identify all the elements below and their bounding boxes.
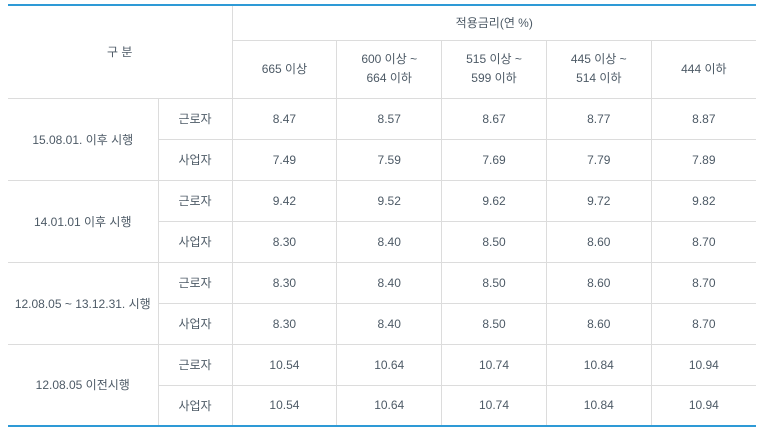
category-header: 구 분 — [8, 4, 233, 99]
rate-cell: 8.77 — [545, 97, 652, 140]
rate-cell: 10.94 — [650, 384, 756, 427]
rate-cell: 10.54 — [231, 384, 338, 427]
rate-cell: 10.84 — [545, 384, 652, 427]
rate-cell: 8.70 — [650, 220, 756, 263]
subject-type-cell: 사업자 — [158, 138, 233, 181]
rate-cell: 8.30 — [231, 220, 338, 263]
rate-cell: 9.72 — [545, 179, 652, 222]
period-cell: 14.01.01 이후 시행 — [8, 179, 159, 263]
rate-cell: 8.60 — [545, 220, 652, 263]
rate-cell: 9.52 — [336, 179, 443, 222]
rate-cell: 8.50 — [441, 220, 547, 263]
table-row: 14.01.01 이후 시행 근로자 9.42 9.52 9.62 9.72 9… — [8, 179, 756, 263]
rate-cell: 9.82 — [650, 179, 756, 222]
rate-cell: 8.30 — [231, 261, 338, 304]
table-row: 12.08.05 이전시행 근로자 10.54 10.64 10.74 10.8… — [8, 343, 756, 427]
rate-cell: 10.54 — [231, 343, 338, 386]
subject-type-cell: 사업자 — [158, 302, 233, 345]
rate-cell: 8.60 — [545, 302, 652, 345]
rate-cell: 8.70 — [650, 302, 756, 345]
column-header-665-plus: 665 이상 — [232, 39, 338, 99]
column-header-row: 665 이상 600 이상 ~ 664 이하 515 이상 ~ 599 이하 4… — [8, 39, 756, 99]
subject-type-cell: 근로자 — [157, 343, 233, 386]
period-cell: 12.08.05 ~ 13.12.31. 시행 — [8, 261, 159, 345]
rate-cell: 8.30 — [231, 302, 338, 345]
subject-type-cell: 사업자 — [158, 384, 233, 427]
column-header-444-minus: 444 이하 — [650, 39, 756, 99]
rate-cell: 8.47 — [231, 97, 338, 140]
rate-cell: 8.57 — [336, 97, 443, 140]
table-row: 12.08.05 ~ 13.12.31. 시행 근로자 8.30 8.40 8.… — [8, 261, 756, 345]
rate-cell: 8.50 — [441, 302, 547, 345]
rate-cell: 7.59 — [336, 138, 443, 181]
rate-cell: 8.67 — [441, 97, 547, 140]
rate-cell: 10.74 — [441, 384, 547, 427]
rate-cell: 8.40 — [336, 261, 443, 304]
rate-cell: 9.42 — [231, 179, 338, 222]
rate-cell: 8.87 — [650, 97, 756, 140]
rate-cell: 10.74 — [441, 343, 547, 386]
rate-cell: 7.69 — [441, 138, 547, 181]
rate-cell: 8.50 — [441, 261, 547, 304]
rate-cell: 10.84 — [545, 343, 652, 386]
subject-type-cell: 근로자 — [157, 97, 233, 140]
table-row: 사업자 8.30 8.40 8.50 8.60 8.70 — [8, 220, 756, 263]
rate-cell: 9.62 — [441, 179, 547, 222]
rate-cell: 10.64 — [336, 384, 443, 427]
period-cell: 12.08.05 이전시행 — [8, 343, 159, 427]
table-header-row: 구 분 적용금리(연 %) — [8, 4, 756, 99]
column-header-600-664: 600 이상 ~ 664 이하 — [336, 39, 443, 99]
rate-cell: 10.64 — [336, 343, 443, 386]
rate-cell: 7.79 — [545, 138, 652, 181]
rate-cell: 8.40 — [336, 220, 443, 263]
subject-type-cell: 사업자 — [158, 220, 233, 263]
column-header-515-599: 515 이상 ~ 599 이하 — [441, 39, 547, 99]
subject-type-cell: 근로자 — [157, 261, 233, 304]
subject-type-cell: 근로자 — [157, 179, 233, 222]
rate-cell: 10.94 — [650, 343, 756, 386]
rate-group-header: 적용금리(연 %) — [231, 4, 756, 41]
table-row: 15.08.01. 이후 시행 근로자 8.47 8.57 8.67 8.77 … — [8, 97, 756, 181]
rate-cell: 7.49 — [231, 138, 338, 181]
table-row: 사업자 8.30 8.40 8.50 8.60 8.70 — [8, 302, 756, 345]
rate-cell: 8.70 — [650, 261, 756, 304]
rate-cell: 8.40 — [336, 302, 443, 345]
rate-cell: 8.60 — [545, 261, 652, 304]
period-cell: 15.08.01. 이후 시행 — [8, 97, 159, 181]
interest-rate-table: 구 분 적용금리(연 %) 665 이상 600 이상 ~ 664 이하 515… — [8, 4, 756, 427]
column-header-445-514: 445 이상 ~ 514 이하 — [545, 39, 652, 99]
rate-cell: 7.89 — [650, 138, 756, 181]
table-row: 사업자 10.54 10.64 10.74 10.84 10.94 — [8, 384, 756, 427]
